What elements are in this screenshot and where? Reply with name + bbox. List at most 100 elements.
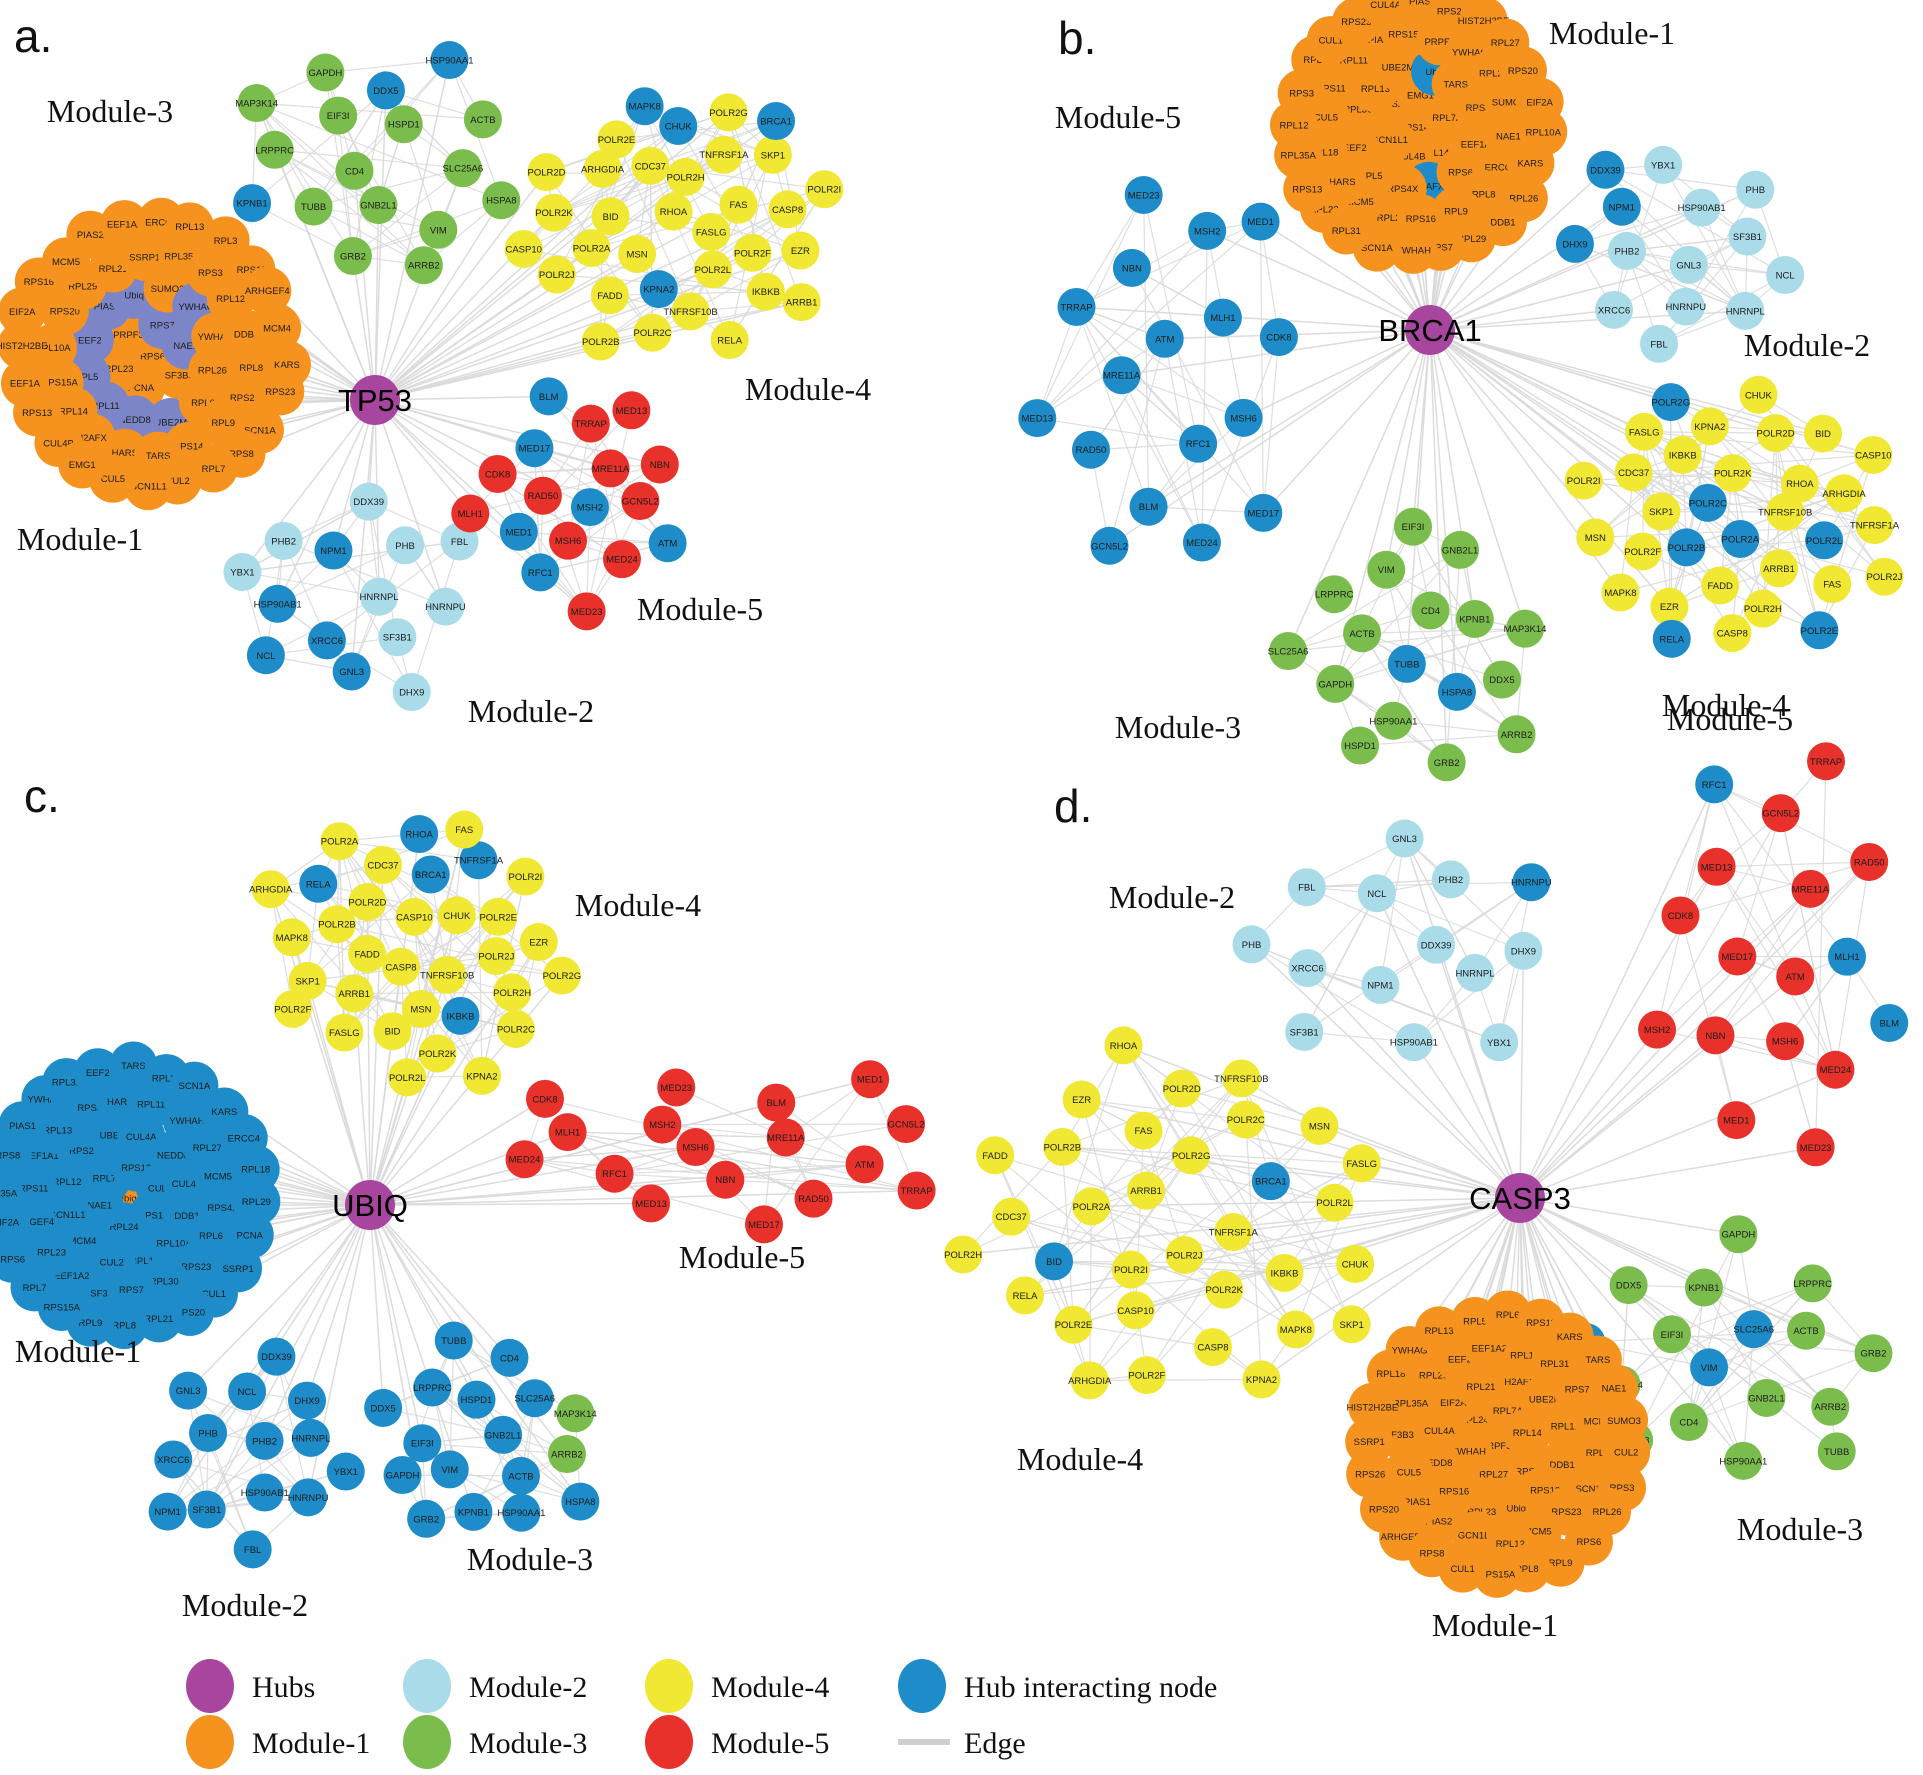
node-label-rpl35a: RPL35A — [0, 1189, 18, 1200]
node-circle-polr2b — [317, 905, 356, 944]
module-label-module-3: Module-3 — [1737, 1511, 1863, 1547]
node-circle-msh2 — [643, 1105, 682, 1144]
network-node: POLR2F — [1623, 532, 1662, 571]
node-circle-lrpprc — [1793, 1264, 1832, 1303]
network-node: IKBKB — [1265, 1253, 1304, 1292]
network-node: GRB2 — [1854, 1334, 1893, 1373]
node-label-cul5: CUL5 — [1397, 1467, 1421, 1478]
node-circle-fas — [719, 185, 758, 224]
node-label-rfc1: RFC1 — [602, 1169, 627, 1180]
node-label-arrb1: ARRB1 — [338, 989, 370, 1000]
node-label-npm1: NPM1 — [1367, 980, 1393, 991]
node-label-polr2f: POLR2F — [1128, 1371, 1165, 1382]
node-label-ybx1: YBX1 — [1651, 160, 1675, 171]
node-circle-hspd1 — [384, 105, 423, 144]
node-label-rpl14: RPL14 — [130, 1256, 159, 1267]
network-node: EZR — [781, 231, 820, 270]
node-circle-phb — [1232, 925, 1271, 964]
node-label-rps8: RPS8 — [0, 1151, 20, 1162]
node-circle-rhoa — [1780, 464, 1819, 503]
network-node: YBX1 — [326, 1452, 365, 1491]
node-label-gcn5l2: GCN5L2 — [1762, 809, 1799, 820]
network-node: POLR2H — [944, 1235, 982, 1274]
node-label-polr2i: POLR2I — [1567, 476, 1601, 487]
node-circle-fadd — [590, 276, 629, 315]
node-label-ssrp1: SSRP1 — [129, 252, 160, 263]
node-circle-ddx5 — [1482, 660, 1521, 699]
network-node: PHB — [386, 526, 425, 565]
node-label-rpl6: RPL6 — [199, 1231, 223, 1242]
node-label-kpnb1: KPNB1 — [1459, 614, 1490, 625]
node-circle-polr2c — [496, 1009, 535, 1048]
node-label-cul1: CUL1 — [1319, 36, 1343, 47]
network-node: MED23 — [567, 592, 606, 631]
node-label-trrap: TRRAP — [1810, 757, 1842, 768]
node-circle-rhoa — [1104, 1026, 1143, 1065]
node-label-sf3b3: SF3B3 — [165, 371, 194, 382]
node-circle-rps15a — [37, 1282, 86, 1331]
node-label-sf3b1: SF3B1 — [1733, 232, 1762, 243]
network-node: ARRB2 — [404, 246, 443, 285]
node-label-rps15a: RPS15A — [41, 378, 78, 389]
node-label-hars: HARS — [107, 1097, 133, 1108]
node-label-rps14: RPS14 — [1399, 123, 1429, 134]
legend-item-hub-interacting-node: Hub interacting node — [898, 1659, 1217, 1713]
node-label-grb2: GRB2 — [340, 252, 366, 263]
node-circle-polr2f — [273, 989, 312, 1028]
network-node: MAP3K14 — [1504, 609, 1546, 648]
node-label-rps7: RPS7 — [1428, 242, 1453, 253]
node-circle-ddx5 — [1609, 1266, 1648, 1305]
node-circle-phb2 — [245, 1421, 284, 1460]
network-node: FBL — [1287, 868, 1326, 907]
node-circle-nbn — [640, 445, 679, 484]
node-label-ywhag: YWHAG — [27, 1095, 63, 1106]
node-label-nedd8: NEDD8 — [157, 1151, 189, 1162]
network-node: MSH2 — [1188, 211, 1227, 250]
network-node: FASLG — [692, 212, 731, 251]
node-label-msh6: MSH6 — [1772, 1037, 1798, 1048]
node-label-scn1a: SCN1A — [244, 425, 276, 436]
node-circle-med24 — [1182, 523, 1221, 562]
node-circle-npm1 — [1602, 187, 1641, 226]
node-circle-brca1 — [411, 855, 450, 894]
node-label-mapk8: MAPK8 — [1280, 1325, 1312, 1336]
network-node: NBN — [1696, 1016, 1735, 1055]
node-label-rps8: RPS8 — [229, 449, 254, 460]
network-node: NBN — [706, 1160, 745, 1199]
node-label-rpl35a: RPL35A — [1281, 151, 1317, 162]
network-node: BRCA1 — [411, 855, 450, 894]
node-circle-polr2i — [1111, 1250, 1150, 1289]
node-circle-ddx39 — [349, 482, 388, 521]
network-node: POLR2D — [1163, 1069, 1201, 1108]
node-label-ncl: NCL — [1776, 271, 1795, 282]
legend-item-edge: Edge — [898, 1727, 1026, 1760]
hub-node-brca1: BRCA1 — [1378, 305, 1482, 355]
network-node: POLR2I — [1564, 461, 1603, 500]
node-circle-cdc37 — [992, 1197, 1031, 1236]
network-node: MED23 — [1124, 175, 1163, 214]
node-circle-med23 — [1796, 1128, 1835, 1167]
node-label-arhgdia: ARHGDIA — [249, 885, 293, 896]
node-label-rpl29: RPL29 — [68, 281, 97, 292]
network-node: MED1 — [499, 512, 538, 551]
node-label-arhgdia: ARHGDIA — [1822, 489, 1866, 500]
node-label-eef2: EEF2 — [1448, 1355, 1472, 1366]
node-label-rps6: RPS6 — [140, 352, 165, 363]
node-label-rpl6: RPL6 — [1303, 55, 1327, 66]
node-label-gnl3: GNL3 — [1676, 260, 1701, 271]
node-label-rps3: RPS3 — [1289, 89, 1314, 100]
node-label-tnfrsf1a: TNFRSF1A — [699, 150, 749, 161]
node-circle-polr2c — [1688, 483, 1727, 522]
node-label-rpl12: RPL12 — [216, 294, 245, 305]
node-circle-tnfrsf10b — [1766, 493, 1805, 532]
node-label-rpl23: RPL23 — [104, 364, 133, 375]
network-node: TNFRSF1A — [1850, 506, 1900, 545]
node-label-hist2h2be: HIST2H2BE — [1347, 1402, 1399, 1413]
network-node: HSPA8 — [1437, 672, 1476, 711]
network-node: MLH1 — [1203, 298, 1242, 337]
legend-swatch-m5 — [645, 1715, 693, 1769]
node-label-polr2c: POLR2C — [1689, 498, 1727, 509]
node-label-casp8: CASP8 — [772, 205, 803, 216]
node-label-msh2: MSH2 — [1644, 1025, 1670, 1036]
node-circle-kpnb1 — [1455, 599, 1494, 638]
